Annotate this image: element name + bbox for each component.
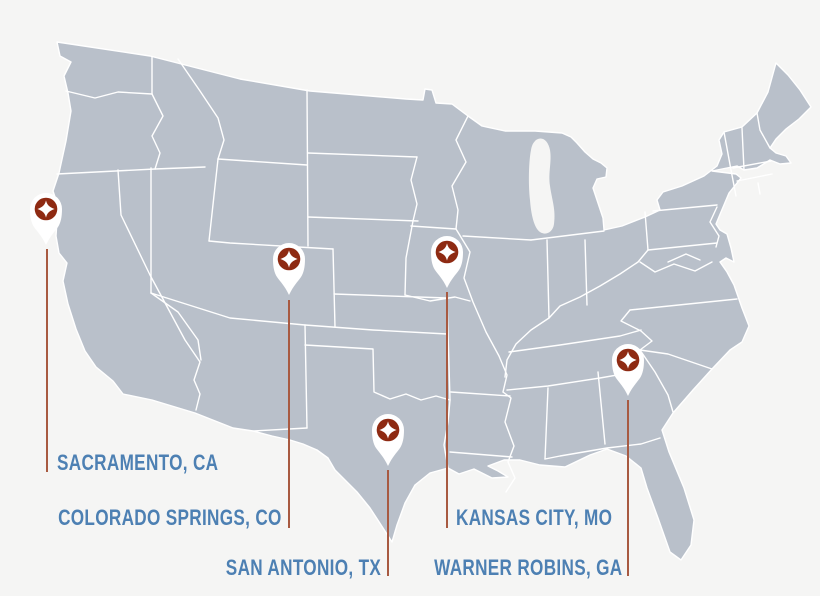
- four-point-star-icon: [37, 200, 55, 218]
- label-san-antonio: SAN ANTONIO, TX: [225, 555, 381, 580]
- four-point-star-icon: [379, 421, 397, 439]
- map-pin-sacramento[interactable]: [30, 193, 62, 245]
- four-point-star-icon: [438, 243, 456, 261]
- label-warner-robins: WARNER ROBINS, GA: [433, 555, 622, 580]
- label-colorado-springs: COLORADO SPRINGS, CO: [58, 505, 282, 530]
- map-pin-kansas-city[interactable]: [431, 236, 463, 288]
- map-pins: [30, 193, 644, 466]
- four-point-star-icon: [280, 250, 298, 268]
- callout-lines: [46, 249, 629, 576]
- lake-michigan: [528, 138, 555, 234]
- map-pin-colorado-springs[interactable]: [273, 243, 305, 295]
- four-point-star-icon: [619, 351, 637, 369]
- label-kansas-city: KANSAS CITY, MO: [456, 505, 613, 530]
- map-pin-san-antonio[interactable]: [372, 414, 404, 466]
- label-sacramento: SACRAMENTO, CA: [57, 450, 219, 475]
- map-pin-warner-robins[interactable]: [612, 344, 644, 396]
